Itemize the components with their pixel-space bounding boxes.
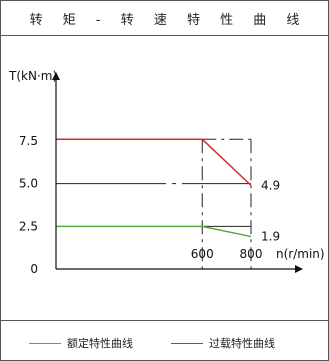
legend-swatch-overload (171, 342, 203, 344)
x-tick-label: 600 (191, 247, 214, 261)
data-label: 4.9 (261, 178, 280, 192)
x-axis-label: n(r/min) (276, 247, 325, 261)
legend-label-overload: 过载特性曲线 (209, 337, 275, 350)
legend-item-rated: 额定特性曲线 (29, 335, 133, 351)
y-axis-label: T(kN·m) (8, 69, 57, 83)
legend-item-overload: 过载特性曲线 (171, 335, 275, 351)
series-line-rated (56, 225, 252, 238)
torque-speed-chart: T(kN·m) n(r/min) 0 2.5 5.0 7.5 600 800 4.9 1.9 (8, 69, 325, 276)
plot-area: T(kN·m) n(r/min) 0 2.5 5.0 7.5 600 800 4.9 1.9 (1, 36, 328, 320)
title-bar: 转 矩 - 转 速 特 性 曲 线 (1, 1, 328, 36)
chart-title: 转 矩 - 转 速 特 性 曲 线 (29, 12, 308, 28)
y-tick-label: 0 (30, 262, 38, 276)
data-label: 1.9 (261, 230, 280, 244)
x-tick-label: 800 (240, 247, 263, 261)
y-tick-label: 7.5 (19, 134, 38, 148)
legend-swatch-rated (29, 342, 61, 344)
legend-label-rated: 额定特性曲线 (67, 337, 133, 350)
series-line-overload (56, 138, 252, 186)
y-tick-label: 5.0 (19, 177, 38, 191)
y-tick-label: 2.5 (19, 219, 38, 233)
legend: 额定特性曲线 过载特性曲线 (1, 320, 328, 361)
